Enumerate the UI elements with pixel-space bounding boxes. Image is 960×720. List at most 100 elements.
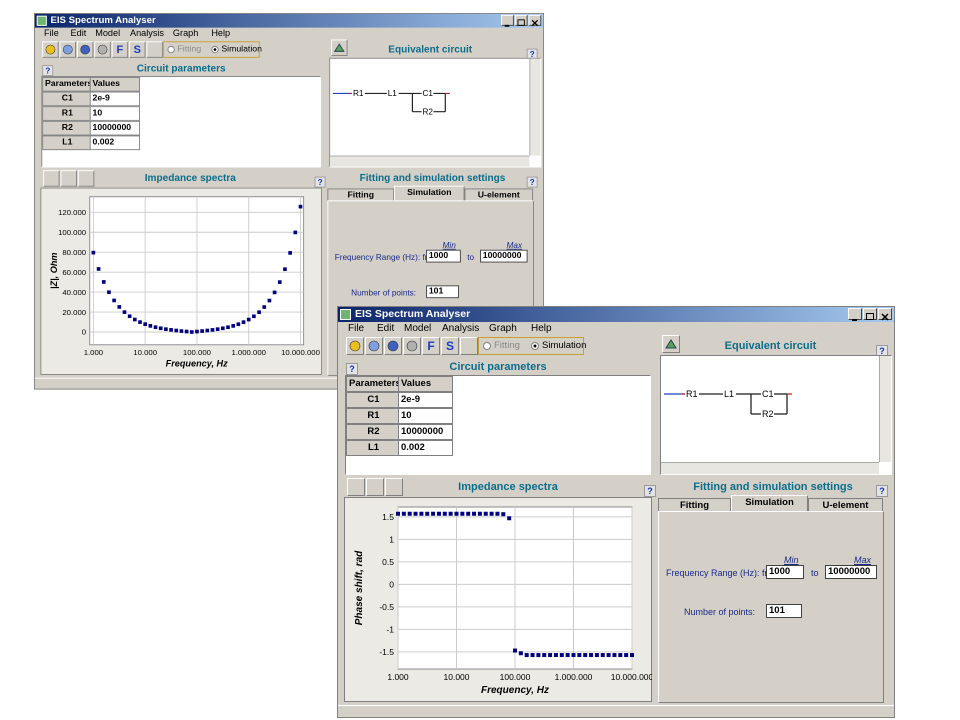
minimize-button[interactable] [848, 308, 862, 321]
vertical-scrollbar[interactable] [879, 356, 891, 462]
menu-item[interactable]: File [44, 28, 59, 39]
toolbar-button[interactable] [384, 337, 402, 355]
data-point [413, 511, 418, 516]
to-input[interactable]: 10000000 [825, 565, 877, 579]
section-title: Impedance spectra [458, 481, 558, 493]
menu-item[interactable]: Edit [377, 323, 395, 334]
toolbar-button[interactable]: F [422, 337, 440, 355]
settings-tab[interactable]: U-element [808, 498, 883, 512]
component-label: C1 [422, 89, 433, 98]
parameter-name: C1 [42, 91, 91, 107]
settings-tab[interactable]: U-element [464, 188, 534, 202]
data-point [600, 653, 605, 658]
toolbar-button[interactable] [146, 41, 163, 58]
radio-label[interactable]: Simulation [221, 44, 262, 55]
data-point [107, 290, 111, 295]
parameter-value[interactable]: 2e-9 [89, 91, 141, 107]
menu-item[interactable]: Graph [172, 28, 199, 39]
circuit-button[interactable] [331, 39, 348, 56]
graph-tool-button[interactable] [77, 170, 95, 187]
icon-shape [349, 340, 361, 352]
menu-item[interactable]: Graph [489, 323, 517, 334]
menu-item[interactable]: File [348, 323, 365, 334]
toolbar-button[interactable] [42, 41, 59, 58]
help-button[interactable]: ? [346, 363, 358, 375]
parameter-value[interactable]: 10 [398, 408, 453, 424]
horizontal-scrollbar[interactable] [661, 462, 879, 474]
radio-button[interactable] [167, 45, 175, 54]
circuit-button[interactable] [662, 335, 680, 353]
settings-tab[interactable]: Fitting [327, 188, 395, 202]
toolbar-button[interactable]: F [111, 41, 129, 58]
data-point [158, 326, 163, 331]
settings-tab[interactable]: Fitting [658, 498, 731, 512]
data-point [407, 511, 412, 516]
parameter-value[interactable]: 10 [89, 106, 141, 121]
toolbar-icon [406, 340, 418, 352]
menu-item[interactable]: Analysis [129, 28, 165, 39]
settings-tab[interactable]: Simulation [731, 495, 808, 512]
toolbar-button[interactable] [460, 337, 478, 355]
graph-tool-button[interactable] [347, 478, 365, 496]
menu-item[interactable]: Model [95, 28, 121, 39]
radio-button[interactable] [531, 342, 539, 350]
toolbar-button[interactable]: S [129, 41, 146, 58]
menu-item[interactable]: Model [404, 323, 432, 334]
graph-tool-button[interactable] [385, 478, 403, 496]
help-button[interactable]: ? [876, 485, 888, 497]
points-input[interactable]: 101 [766, 604, 802, 618]
graph-tool-button[interactable] [366, 478, 384, 496]
maximize-button[interactable] [514, 14, 528, 26]
menu-item[interactable]: Analysis [442, 323, 480, 334]
parameter-value[interactable]: 0.002 [89, 135, 141, 151]
section-title: Fitting and simulation settings [359, 172, 506, 184]
icon-shape [333, 43, 345, 52]
parameter-value[interactable]: 10000000 [89, 120, 141, 136]
points-input[interactable]: 101 [426, 285, 460, 299]
toolbar-button[interactable] [94, 41, 111, 58]
maximize-button[interactable] [863, 308, 877, 320]
from-input[interactable]: 1000 [766, 565, 804, 579]
radio-button[interactable] [211, 45, 219, 54]
help-button[interactable]: ? [42, 65, 54, 77]
close-button[interactable] [528, 14, 542, 27]
minimize-button[interactable] [501, 14, 514, 27]
from-input[interactable]: 1000 [426, 249, 461, 263]
parameter-value[interactable]: 0.002 [398, 440, 453, 456]
toolbar-button[interactable]: S [441, 337, 459, 355]
toolbar-button[interactable] [59, 41, 77, 58]
parameter-value[interactable]: 10000000 [398, 424, 453, 440]
settings-tab[interactable]: Simulation [394, 185, 465, 202]
data-point [448, 511, 453, 516]
data-point [215, 327, 220, 332]
data-point [293, 230, 298, 235]
data-point [195, 329, 199, 334]
help-button[interactable]: ? [644, 485, 656, 497]
icon-shape [665, 339, 677, 349]
graph-tool-button[interactable] [60, 170, 77, 187]
toolbar-button[interactable] [346, 337, 364, 355]
radio-label[interactable]: Fitting [494, 340, 520, 351]
toolbar-button[interactable] [76, 41, 94, 58]
toolbar-icon [349, 340, 361, 352]
menu-item[interactable]: Edit [70, 28, 87, 39]
toolbar-button[interactable] [365, 337, 383, 355]
data-point [257, 310, 261, 315]
menu-item[interactable]: Help [211, 28, 231, 39]
parameter-value[interactable]: 2e-9 [398, 392, 453, 408]
to-input[interactable]: 10000000 [480, 249, 528, 263]
radio-label[interactable]: Fitting [177, 44, 202, 55]
table-header: Values [89, 76, 141, 92]
radio-label[interactable]: Simulation [542, 340, 587, 351]
close-button[interactable] [878, 308, 892, 321]
help-button[interactable]: ? [314, 176, 326, 188]
vertical-scrollbar[interactable] [529, 58, 541, 156]
horizontal-scrollbar[interactable] [330, 155, 530, 167]
graph-tool-button[interactable] [43, 170, 60, 187]
menu-item[interactable]: Help [531, 323, 552, 334]
data-point [200, 329, 204, 333]
radio-button[interactable] [483, 342, 491, 350]
toolbar-button[interactable] [403, 337, 421, 355]
circuit-diagram: R1 L1 C1 R2 [332, 89, 450, 116]
help-button[interactable]: ? [526, 176, 538, 188]
